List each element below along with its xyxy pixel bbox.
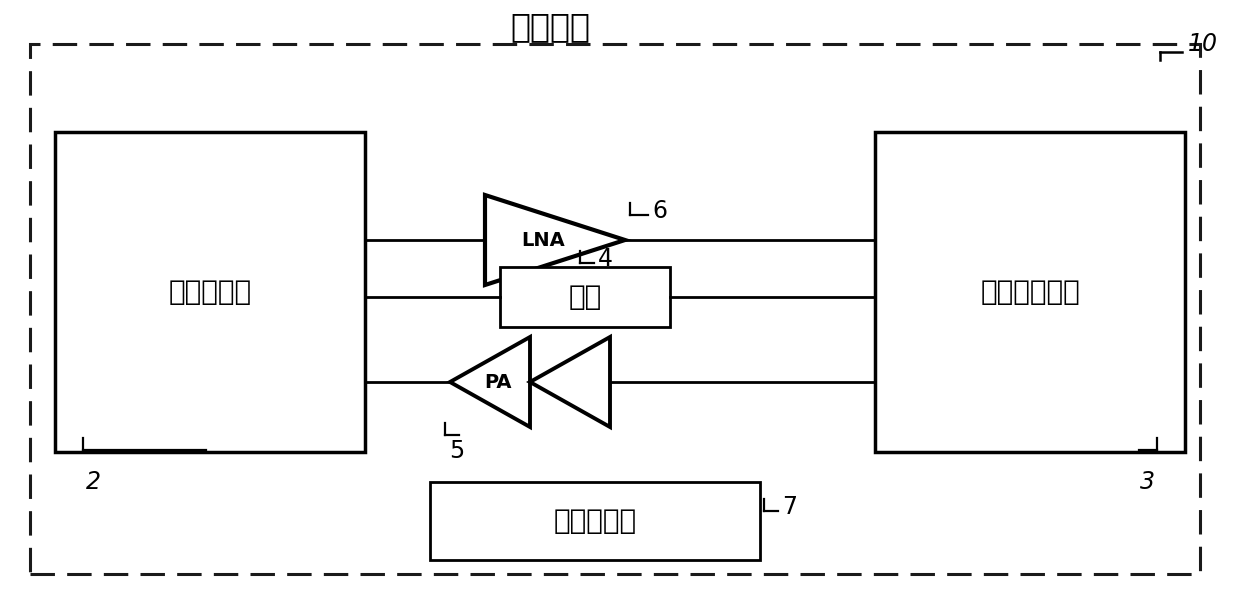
FancyBboxPatch shape <box>875 132 1185 452</box>
Text: 前端系统: 前端系统 <box>510 10 590 43</box>
Text: 5: 5 <box>449 439 464 463</box>
Text: PA: PA <box>485 373 512 392</box>
Polygon shape <box>485 195 625 285</box>
FancyBboxPatch shape <box>430 482 760 560</box>
Text: 3: 3 <box>1140 470 1154 494</box>
Text: 7: 7 <box>782 495 797 519</box>
Text: 收发器侧开关: 收发器侧开关 <box>980 278 1080 306</box>
Text: 6: 6 <box>652 199 667 223</box>
Text: 旁路: 旁路 <box>568 283 601 311</box>
Text: 4: 4 <box>598 247 613 271</box>
Polygon shape <box>450 337 529 427</box>
Polygon shape <box>529 337 610 427</box>
FancyBboxPatch shape <box>55 132 365 452</box>
Text: LNA: LNA <box>521 231 565 250</box>
Text: 10: 10 <box>1188 32 1218 56</box>
Text: 2: 2 <box>86 470 100 494</box>
FancyBboxPatch shape <box>500 267 670 327</box>
Text: 天线侧开关: 天线侧开关 <box>169 278 252 306</box>
Text: 控制和偏压: 控制和偏压 <box>553 507 636 535</box>
